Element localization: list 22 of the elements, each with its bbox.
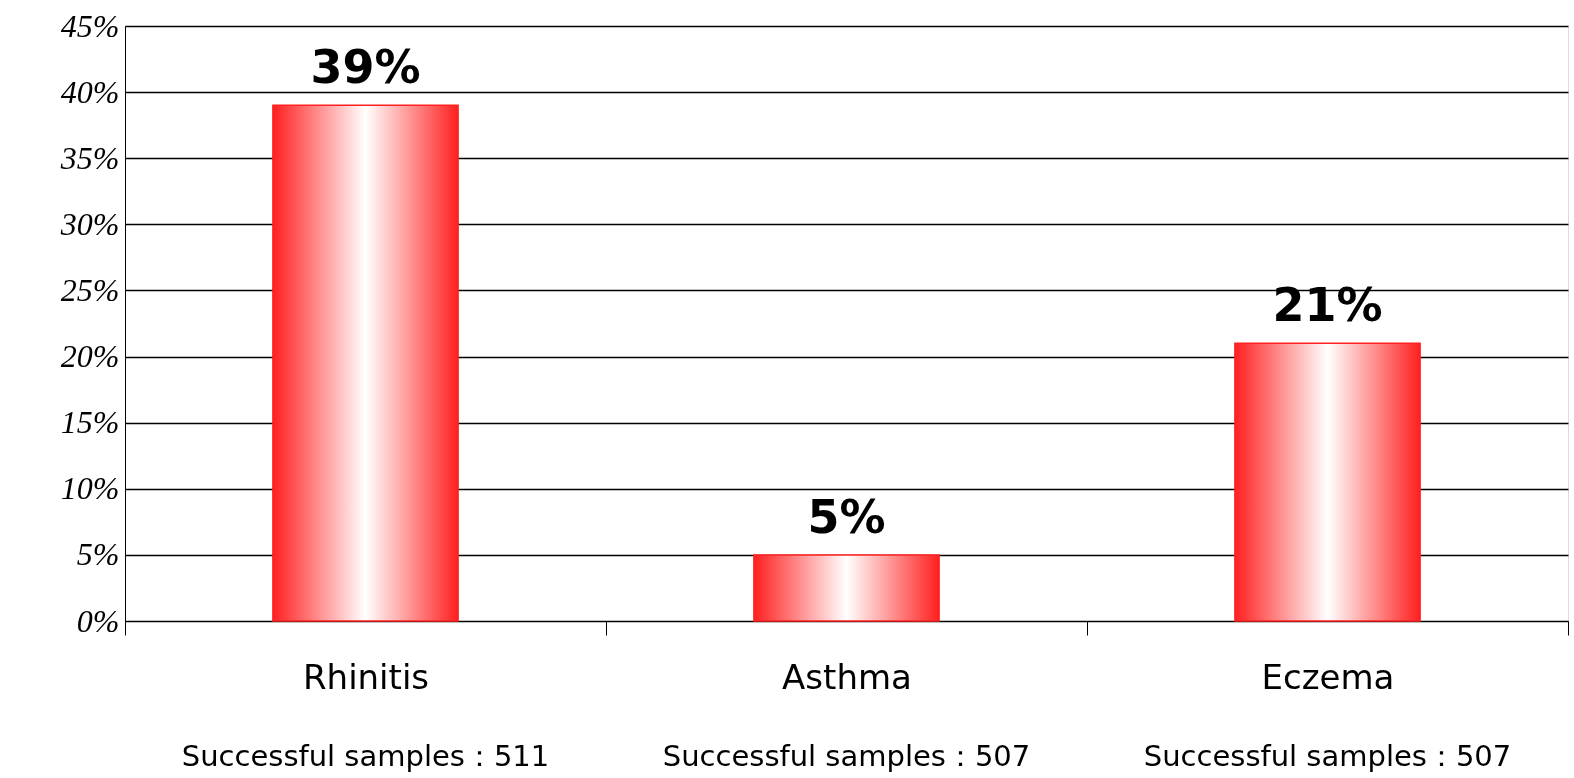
data-label: 21%	[1272, 278, 1383, 333]
y-tick-label: 15%	[60, 404, 120, 441]
data-label: 39%	[310, 40, 421, 95]
bar	[1234, 342, 1421, 622]
data-label: 5%	[807, 489, 886, 544]
y-tick-label: 5%	[76, 536, 120, 573]
text: Successful samples：507	[662, 739, 1031, 773]
bar	[753, 554, 940, 622]
y-tick-label: 40%	[60, 73, 120, 110]
x-tick-label: Rhinitis	[302, 656, 430, 697]
bar	[272, 104, 459, 622]
y-tick-label: 20%	[60, 338, 120, 375]
y-tick-label: 10%	[60, 470, 120, 507]
y-tick-label: 35%	[59, 139, 120, 176]
y-tick-label: 0%	[76, 602, 120, 639]
text: Successful samples：507	[1143, 739, 1512, 773]
y-tick-label: 45%	[60, 7, 120, 44]
y-tick-label: 30%	[59, 205, 120, 242]
y-tick-label: 25%	[60, 271, 120, 308]
x-tick-label: Asthma	[782, 656, 912, 697]
text: Successful samples：511	[181, 739, 550, 773]
x-tick-label: Eczema	[1261, 656, 1395, 697]
